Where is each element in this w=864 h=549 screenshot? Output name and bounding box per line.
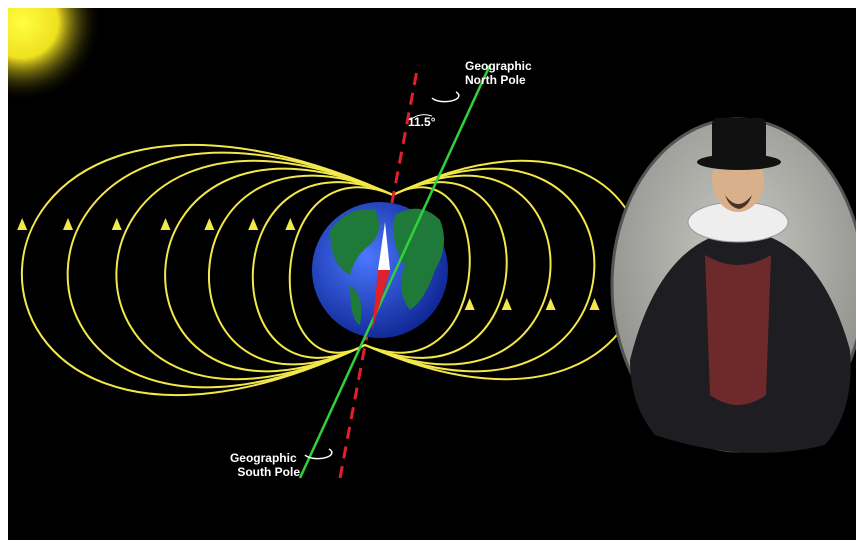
field-arrow — [160, 218, 171, 230]
south-pole-label: Geographic South Pole — [230, 451, 300, 479]
angle-label: 11.5° — [408, 115, 436, 129]
field-arrow — [204, 218, 215, 230]
field-line — [288, 186, 394, 354]
field-line — [20, 144, 394, 396]
rotation-arrow — [431, 91, 460, 103]
sun — [8, 8, 102, 102]
rotation-arrow — [304, 448, 333, 460]
field-arrow — [545, 298, 556, 310]
label-line: South Pole — [237, 465, 300, 479]
field-arrow — [285, 218, 296, 230]
field-line — [364, 174, 552, 366]
field-arrow — [501, 298, 512, 310]
field-line — [164, 167, 394, 373]
label-line: North Pole — [465, 73, 526, 87]
field-arrow — [248, 218, 259, 230]
field-line — [364, 181, 508, 359]
field-arrow — [464, 298, 475, 310]
field-arrow — [111, 218, 122, 230]
field-arrow — [589, 298, 600, 310]
field-arrow — [63, 218, 73, 230]
continents — [330, 208, 444, 325]
field-line — [364, 186, 471, 354]
field-line — [251, 181, 394, 359]
compass-north — [378, 222, 390, 270]
north-pole-label: Geographic North Pole — [465, 59, 535, 87]
compass-south — [372, 270, 390, 330]
geographic-axis — [298, 64, 492, 479]
label-line: Geographic — [230, 451, 297, 465]
field-arrow — [17, 218, 28, 230]
field-line — [66, 151, 394, 389]
field-line — [364, 167, 596, 373]
field-lines — [17, 144, 649, 396]
portrait — [610, 117, 856, 453]
label-line: Geographic — [465, 59, 532, 73]
field-line — [115, 159, 394, 381]
field-line — [208, 174, 394, 366]
angle-arc — [409, 114, 433, 121]
